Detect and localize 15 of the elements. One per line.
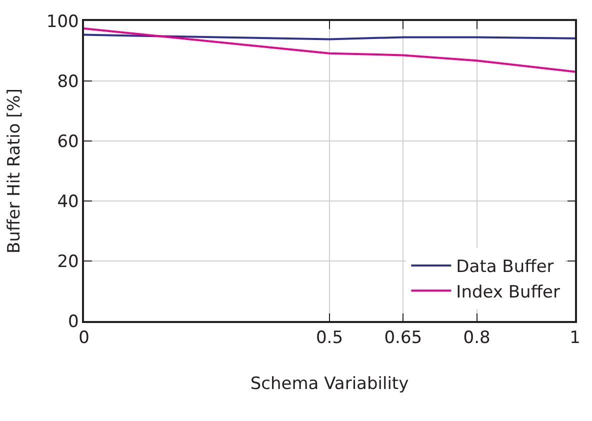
y-tick-label: 100	[46, 12, 79, 32]
y-axis-title: Buffer Hit Ratio [%]	[4, 88, 24, 254]
y-tick-label: 80	[57, 72, 79, 92]
x-tick-label: 0.65	[384, 328, 422, 348]
y-tick-label: 60	[57, 132, 79, 152]
legend-label: Data Buffer	[456, 257, 554, 278]
y-tick-label: 40	[57, 192, 79, 212]
y-tick-label: 20	[57, 252, 79, 272]
x-tick-label: 0.8	[463, 328, 490, 348]
legend-label: Index Buffer	[456, 282, 560, 302]
x-axis-title: Schema Variability	[250, 374, 409, 394]
y-tick-label: 0	[68, 312, 79, 332]
x-tick-label: 0.5	[316, 328, 344, 348]
x-tick-label: 1	[570, 328, 580, 348]
line-series	[84, 28, 575, 73]
